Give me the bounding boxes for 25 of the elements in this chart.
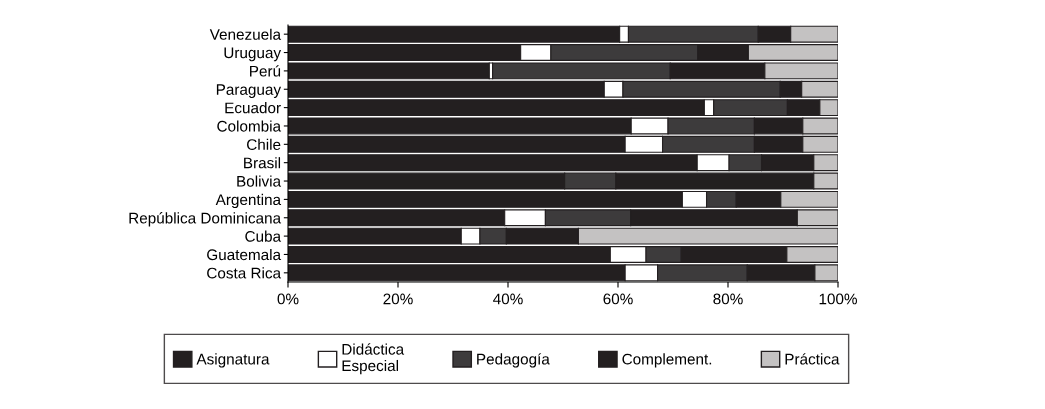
legend-label: Complement. [622,353,712,368]
y-tick-label: Uruguay [224,47,282,62]
x-tick-label: 100% [819,293,857,305]
y-tick-label: Paraguay [216,84,282,98]
y-tick-label: Chile [247,138,281,151]
y-tick-label: Perú [250,65,281,77]
y-tick-label: República Dominicana [129,212,282,227]
legend-label: Asignatura [196,353,270,368]
legend-label: Didáctica Especial [342,343,405,375]
y-tick-label: Guatemala [207,248,282,261]
y-tick-label: Ecuador [225,102,281,114]
y-tick-label: Bolivia [237,175,282,187]
y-tick-label: Venezuela [209,28,282,40]
y-tick-label: Colombia [217,120,282,132]
x-tick-label: 80% [713,293,743,305]
legend-label: Pedagogía [477,353,550,368]
x-tick-label: 0% [277,293,299,305]
legend-label: Práctica [785,353,840,365]
x-tick-label: 60% [603,293,633,305]
x-tick-label: 40% [493,293,523,305]
y-tick-label: Cuba [245,230,282,242]
x-tick-label: 20% [383,293,413,305]
y-tick-label: Costa Rica [207,267,282,279]
y-tick-label: Argentina [215,193,282,209]
y-tick-label: Brasil [244,157,281,169]
